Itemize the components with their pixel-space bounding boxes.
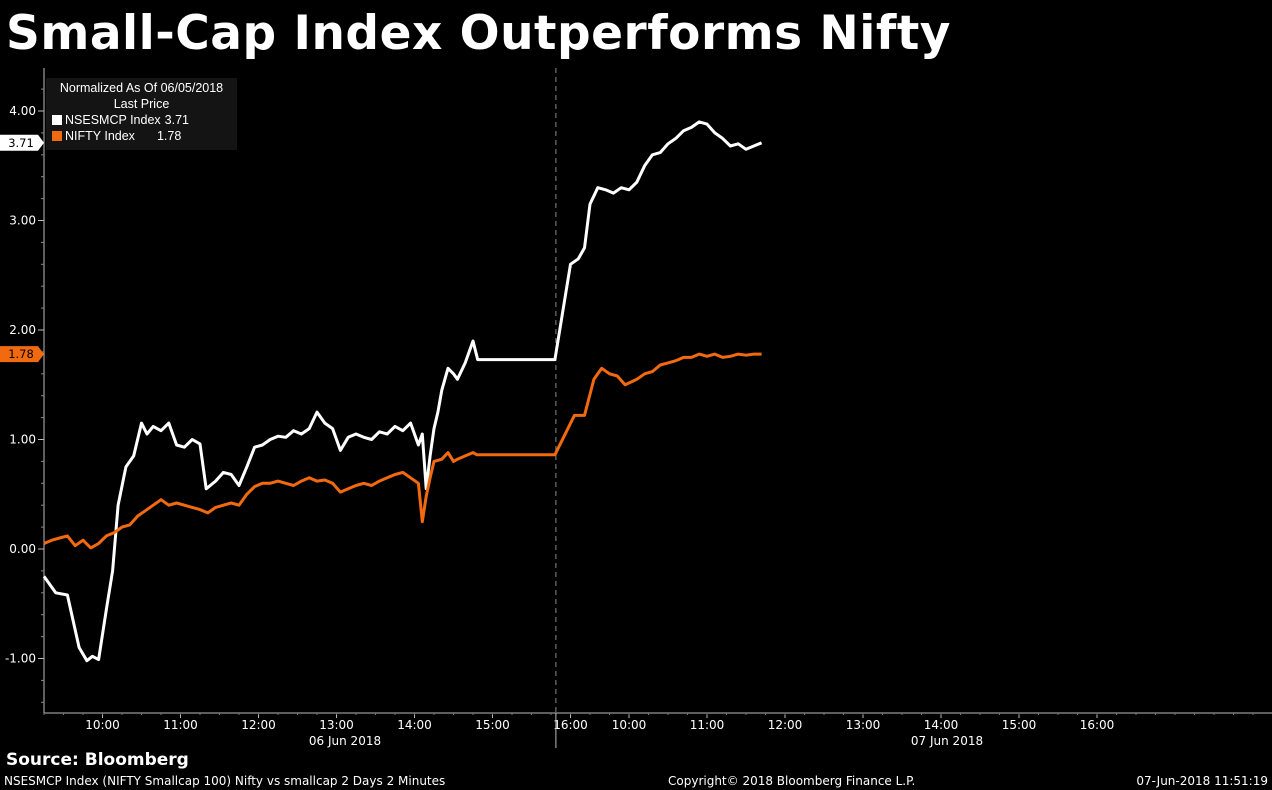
- x-tick-label: 10:00: [85, 718, 120, 732]
- footer-copyright: Copyright© 2018 Bloomberg Finance L.P.: [668, 774, 916, 788]
- legend-header: Normalized As Of 06/05/2018: [59, 81, 224, 95]
- y-tick-label: -1.00: [5, 652, 36, 666]
- source-label: Source: Bloomberg: [6, 750, 189, 770]
- legend-label-nsesmcp: NSESMCP Index: [65, 113, 161, 127]
- x-tick-label: 12:00: [241, 718, 276, 732]
- y-tick-label: 1.00: [9, 433, 36, 447]
- series-line-nsesmcp: [42, 120, 763, 663]
- legend-swatch-nsesmcp: [52, 115, 62, 125]
- day-label: 06 Jun 2018: [309, 734, 381, 748]
- y-tick-label: 4.00: [9, 104, 36, 118]
- legend-item-nsesmcp: NSESMCP Index 3.71: [46, 112, 237, 128]
- series-line-nifty: [43, 352, 762, 550]
- day-label: 07 Jun 2018: [911, 734, 983, 748]
- x-tick-label: 13:00: [846, 718, 881, 732]
- legend-subheader: Last Price: [113, 97, 170, 111]
- footer-description: NSESMCP Index (NIFTY Smallcap 100) Nifty…: [4, 774, 446, 788]
- y-tick-label: 0.00: [9, 542, 36, 556]
- legend: Normalized As Of 06/05/2018 Last Price N…: [46, 78, 237, 150]
- footer-timestamp: 07-Jun-2018 11:51:19: [1136, 774, 1268, 788]
- x-tick-label: 12:00: [768, 718, 803, 732]
- last-value-tag-nifty: [0, 346, 44, 363]
- x-tick-label: 11:00: [690, 718, 725, 732]
- legend-label-nifty: NIFTY Index: [65, 129, 135, 143]
- last-value-label-nsesmcp: 3.71: [8, 136, 34, 150]
- last-value-tag-nsesmcp: [0, 134, 44, 151]
- x-tick-label: 10:00: [612, 718, 647, 732]
- x-tick-label: 15:00: [475, 718, 510, 732]
- y-tick-label: 2.00: [9, 323, 36, 337]
- x-tick-label: 13:00: [319, 718, 354, 732]
- x-tick-label: 14:00: [397, 718, 432, 732]
- y-tick-label: 3.00: [9, 214, 36, 228]
- chart-title: Small-Cap Index Outperforms Nifty: [6, 6, 951, 61]
- legend-item-nifty: NIFTY Index 1.78: [46, 128, 237, 144]
- legend-swatch-nifty: [52, 131, 62, 141]
- x-tick-label: 16:00: [553, 718, 588, 732]
- x-tick-label: 11:00: [163, 718, 198, 732]
- x-tick-label: 15:00: [1002, 718, 1037, 732]
- x-tick-label: 16:00: [1080, 718, 1115, 732]
- x-tick-label: 14:00: [924, 718, 959, 732]
- legend-value-nifty: 1.78: [156, 129, 182, 143]
- legend-value-nsesmcp: 3.71: [164, 113, 189, 127]
- last-value-label-nifty: 1.78: [8, 347, 34, 361]
